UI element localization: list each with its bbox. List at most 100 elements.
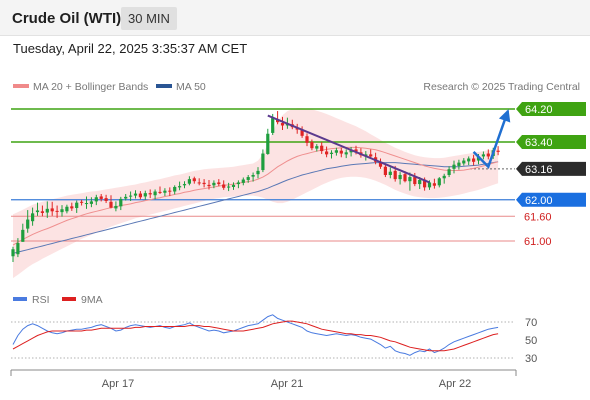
candle-body — [50, 208, 54, 212]
candle-body — [173, 186, 177, 192]
rsi-panel: 70 50 30 — [11, 314, 537, 365]
candle-body — [462, 160, 466, 164]
price-tag-label: 61.00 — [524, 236, 552, 248]
candle-body — [310, 142, 314, 149]
price-tag-bg — [516, 161, 586, 176]
candle-body — [261, 153, 265, 171]
candle-body — [45, 208, 49, 213]
candle-body — [35, 210, 40, 213]
candle-body — [75, 202, 79, 208]
candle-body — [212, 182, 216, 186]
candle-body — [457, 162, 461, 166]
candle-body — [325, 151, 329, 155]
candle-body — [271, 118, 275, 133]
candle-body — [55, 210, 59, 212]
candle-body — [227, 186, 231, 188]
price-tag-bg — [516, 135, 586, 149]
candle-body — [452, 164, 456, 169]
candle-body — [178, 186, 182, 188]
rsi-ma-legend-swatch — [62, 297, 76, 301]
candle-body — [423, 179, 427, 188]
candle-body — [413, 177, 417, 185]
candle-body — [60, 209, 64, 213]
instrument-title: Crude Oil (WTI) — [12, 10, 122, 27]
candle-body — [481, 154, 485, 157]
candle-body — [403, 174, 407, 182]
candle-body — [21, 229, 25, 242]
timeframe-badge[interactable]: 30 MIN — [121, 7, 177, 30]
candle-body — [442, 175, 446, 179]
candle-body — [354, 149, 358, 152]
ma50-legend-label: MA 50 — [176, 81, 206, 93]
candle-body — [241, 179, 245, 183]
candle-body — [329, 152, 334, 154]
candle-body — [437, 178, 441, 186]
candle-body — [427, 182, 432, 188]
candle-body — [192, 178, 196, 182]
candle-body — [236, 182, 240, 185]
candle-body — [246, 177, 250, 180]
candle-body — [280, 123, 285, 126]
bollinger-band-area — [13, 108, 499, 279]
candle-body — [339, 150, 343, 154]
candle-body — [496, 150, 500, 152]
candle-body — [26, 219, 30, 229]
candle-body — [168, 190, 172, 192]
candle-body — [217, 182, 221, 185]
candle-body — [231, 184, 236, 187]
ma50-legend-swatch — [156, 84, 172, 88]
x-tick-label-apr17: Apr 17 — [102, 378, 134, 390]
header-bar: Crude Oil (WTI) 30 MIN — [0, 0, 590, 36]
timestamp: Tuesday, April 22, 2025 3:35:37 AM CET — [13, 41, 248, 56]
candle-body — [80, 201, 84, 203]
candle-body — [300, 129, 304, 136]
price-tag-label: 62.00 — [525, 195, 553, 207]
price-tag-62-00: 62.00 — [516, 192, 586, 207]
rsi-legend-swatch — [13, 297, 27, 301]
candle-body — [148, 193, 152, 195]
candle-body — [104, 198, 108, 201]
candle-body — [467, 158, 471, 162]
price-tag-63-40: 63.40 — [516, 135, 586, 149]
candle-body — [40, 211, 44, 213]
candle-body — [349, 150, 353, 153]
candle-body — [369, 154, 373, 157]
candle-body — [432, 183, 436, 186]
candle-body — [187, 179, 191, 184]
candle-body — [11, 249, 15, 257]
price-panel: 64.20 63.40 63.16 62.00 61.60 61.00 — [11, 102, 586, 279]
candle-body — [124, 196, 128, 199]
candle-body — [133, 193, 138, 196]
candle-body — [89, 201, 93, 204]
candle-body — [16, 243, 20, 255]
rsi-tick-label-30: 30 — [525, 353, 537, 365]
candle-body — [65, 206, 69, 212]
candle-body — [315, 146, 319, 149]
candle-body — [378, 161, 383, 167]
candle-body — [418, 179, 422, 185]
bollinger-legend-label: MA 20 + Bollinger Bands — [33, 81, 148, 93]
candle-body — [383, 166, 387, 175]
candle-body — [109, 201, 113, 208]
candle-body — [94, 197, 98, 202]
price-tag-64-20: 64.20 — [516, 102, 586, 116]
rsi-9ma-line — [12, 320, 499, 352]
candle-body — [447, 169, 451, 175]
candle-body — [119, 198, 123, 207]
projection-arrow-head — [498, 109, 511, 123]
candle-body — [207, 184, 211, 187]
price-tag-label: 63.40 — [525, 137, 553, 149]
price-tag-label: 64.20 — [525, 104, 553, 116]
candle-body — [408, 177, 412, 182]
candle-body — [143, 193, 147, 197]
ma50-line — [12, 161, 499, 254]
price-tag-61-00: 61.00 — [524, 236, 552, 248]
candle-body — [472, 158, 476, 162]
candle-body — [222, 184, 226, 188]
bollinger-legend-swatch — [13, 84, 29, 88]
rsi-legend-label: RSI — [32, 294, 50, 306]
candle-body — [84, 203, 89, 205]
candle-body — [163, 190, 167, 193]
price-tag-bg — [516, 192, 586, 207]
candle-body — [129, 195, 133, 197]
